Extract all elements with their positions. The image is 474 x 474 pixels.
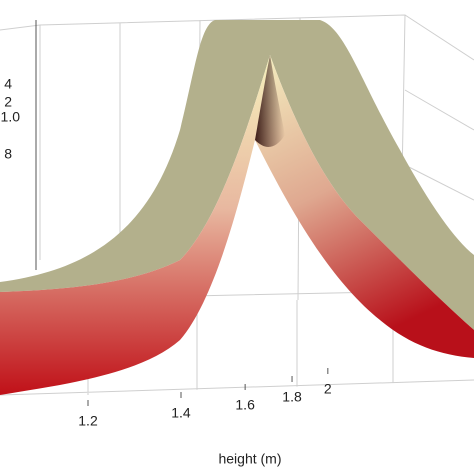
z-tick-label: 4 bbox=[4, 76, 12, 92]
x-tick-label: 1.4 bbox=[171, 405, 191, 421]
z-tick-label: 8 bbox=[4, 146, 12, 162]
surface-front-left bbox=[0, 55, 270, 395]
surface bbox=[0, 20, 474, 395]
z-tick-label: 1.0 bbox=[1, 109, 21, 125]
surface-front-right bbox=[255, 55, 474, 358]
x-axis-label: height (m) bbox=[218, 451, 281, 467]
x-tick-label: 1.6 bbox=[235, 397, 255, 413]
surface-top bbox=[0, 20, 474, 330]
x-tick-label: 2 bbox=[324, 381, 332, 397]
x-tick-label: 1.2 bbox=[78, 413, 98, 429]
z-tick-label: 2 bbox=[4, 94, 12, 110]
surface-shadow bbox=[255, 55, 285, 147]
x-tick-label: 1.8 bbox=[282, 389, 302, 405]
